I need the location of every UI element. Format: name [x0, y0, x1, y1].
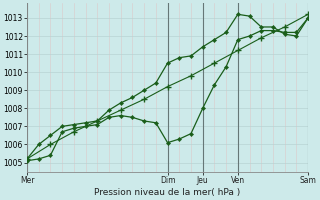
X-axis label: Pression niveau de la mer( hPa ): Pression niveau de la mer( hPa )	[94, 188, 241, 197]
